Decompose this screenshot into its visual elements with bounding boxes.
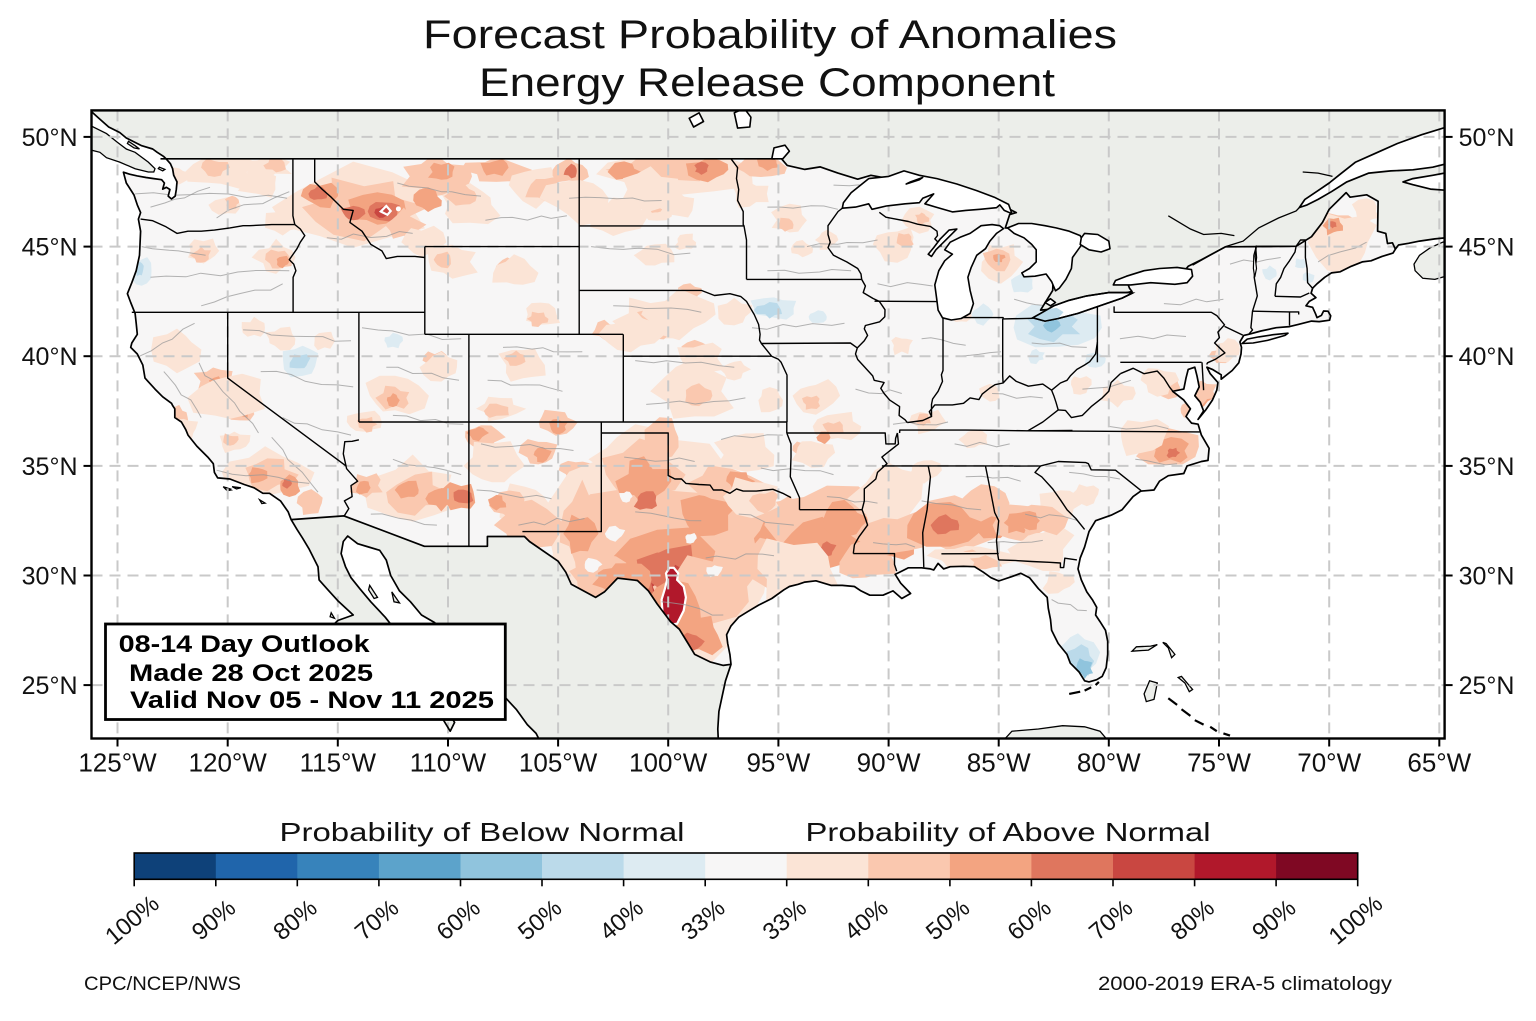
svg-text:25°N: 25°N bbox=[1459, 672, 1515, 700]
svg-text:Made 28 Oct 2025: Made 28 Oct 2025 bbox=[129, 660, 373, 687]
svg-text:30°N: 30°N bbox=[1459, 563, 1515, 591]
svg-text:Valid Nov 05 - Nov 11 2025: Valid Nov 05 - Nov 11 2025 bbox=[130, 687, 494, 714]
svg-text:40°N: 40°N bbox=[22, 343, 78, 371]
svg-text:Forecast Probability of Anomal: Forecast Probability of Anomalies bbox=[423, 13, 1117, 57]
svg-text:CPC/NCEP/NWS: CPC/NCEP/NWS bbox=[84, 973, 241, 995]
svg-text:35°N: 35°N bbox=[22, 453, 78, 481]
svg-text:45°N: 45°N bbox=[22, 234, 78, 262]
svg-text:Probability of Below Normal: Probability of Below Normal bbox=[280, 817, 685, 847]
svg-text:110°W: 110°W bbox=[410, 748, 487, 778]
svg-text:80°W: 80°W bbox=[1077, 748, 1141, 778]
svg-text:65°W: 65°W bbox=[1407, 748, 1471, 778]
svg-text:90°W: 90°W bbox=[857, 748, 921, 778]
svg-text:85°W: 85°W bbox=[967, 748, 1031, 778]
svg-text:40°N: 40°N bbox=[1459, 343, 1515, 371]
svg-text:95°W: 95°W bbox=[746, 748, 810, 778]
svg-text:30°N: 30°N bbox=[22, 563, 78, 591]
svg-text:120°W: 120°W bbox=[189, 748, 268, 778]
svg-text:2000-2019 ERA-5 climatology: 2000-2019 ERA-5 climatology bbox=[1098, 973, 1392, 995]
svg-text:125°W: 125°W bbox=[78, 748, 157, 778]
svg-text:115°W: 115°W bbox=[300, 748, 377, 778]
svg-text:35°N: 35°N bbox=[1459, 453, 1515, 481]
svg-text:50°N: 50°N bbox=[22, 124, 78, 152]
svg-text:Probability of Above Normal: Probability of Above Normal bbox=[806, 817, 1211, 847]
svg-text:08-14 Day Outlook: 08-14 Day Outlook bbox=[119, 631, 371, 658]
svg-text:50°N: 50°N bbox=[1459, 124, 1515, 152]
svg-text:105°W: 105°W bbox=[519, 748, 598, 778]
svg-text:100°W: 100°W bbox=[629, 748, 708, 778]
svg-text:Energy Release Component: Energy Release Component bbox=[479, 61, 1055, 105]
svg-text:75°W: 75°W bbox=[1187, 748, 1251, 778]
svg-text:70°W: 70°W bbox=[1297, 748, 1361, 778]
svg-text:45°N: 45°N bbox=[1459, 234, 1515, 262]
svg-text:25°N: 25°N bbox=[22, 672, 78, 700]
